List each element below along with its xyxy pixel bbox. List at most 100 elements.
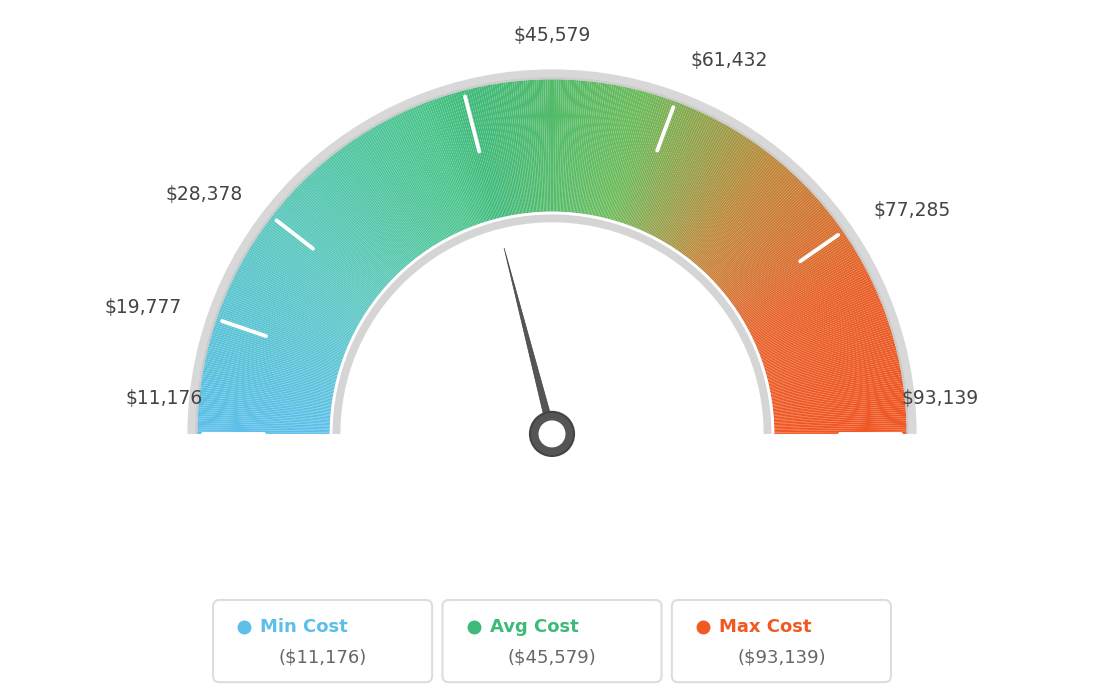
Wedge shape [772, 416, 907, 424]
Wedge shape [310, 172, 403, 273]
Wedge shape [403, 110, 460, 234]
Wedge shape [381, 121, 447, 241]
Wedge shape [198, 400, 332, 415]
Wedge shape [593, 85, 620, 217]
Wedge shape [751, 280, 874, 340]
Wedge shape [336, 150, 420, 259]
Wedge shape [206, 346, 339, 380]
Wedge shape [701, 172, 794, 273]
Wedge shape [202, 369, 336, 395]
Wedge shape [229, 284, 352, 342]
Wedge shape [534, 79, 542, 214]
Wedge shape [528, 79, 538, 214]
Wedge shape [323, 160, 412, 265]
Wedge shape [687, 153, 772, 261]
Wedge shape [330, 212, 774, 434]
Wedge shape [768, 363, 901, 391]
Wedge shape [721, 206, 826, 293]
Wedge shape [773, 427, 907, 431]
Wedge shape [696, 164, 786, 268]
Wedge shape [705, 179, 802, 277]
Wedge shape [710, 186, 808, 281]
Wedge shape [205, 352, 338, 384]
Wedge shape [197, 414, 332, 423]
Wedge shape [201, 374, 335, 398]
Text: $61,432: $61,432 [691, 51, 768, 70]
Wedge shape [719, 200, 821, 290]
Wedge shape [616, 94, 658, 224]
Wedge shape [644, 110, 701, 234]
Wedge shape [749, 273, 870, 335]
Wedge shape [347, 142, 426, 254]
Wedge shape [773, 429, 907, 433]
Wedge shape [752, 282, 874, 342]
Wedge shape [436, 97, 481, 226]
Wedge shape [765, 341, 896, 377]
Wedge shape [765, 344, 896, 379]
Wedge shape [757, 305, 884, 355]
Wedge shape [570, 79, 583, 215]
Wedge shape [561, 79, 567, 214]
Wedge shape [201, 372, 335, 397]
Wedge shape [760, 311, 887, 359]
Wedge shape [724, 213, 831, 297]
Wedge shape [391, 116, 453, 237]
Text: $77,285: $77,285 [873, 201, 951, 220]
Wedge shape [537, 79, 543, 214]
Text: $19,777: $19,777 [105, 298, 182, 317]
Wedge shape [760, 313, 888, 361]
Wedge shape [291, 190, 391, 284]
Wedge shape [408, 108, 465, 232]
Wedge shape [624, 98, 670, 226]
Wedge shape [640, 108, 698, 233]
Wedge shape [677, 141, 755, 253]
Wedge shape [741, 251, 858, 322]
Wedge shape [238, 264, 358, 330]
Wedge shape [464, 89, 499, 220]
Wedge shape [224, 295, 349, 349]
Wedge shape [369, 128, 439, 245]
Wedge shape [501, 81, 521, 216]
Wedge shape [335, 152, 418, 259]
Wedge shape [448, 93, 489, 223]
Text: Max Cost: Max Cost [719, 618, 811, 636]
Wedge shape [725, 214, 834, 299]
Wedge shape [484, 85, 511, 217]
Wedge shape [608, 90, 645, 221]
Text: $93,139: $93,139 [902, 389, 979, 408]
Wedge shape [769, 380, 904, 402]
Wedge shape [743, 255, 860, 324]
Wedge shape [702, 173, 796, 273]
Wedge shape [322, 161, 411, 266]
Wedge shape [762, 324, 891, 367]
Wedge shape [682, 148, 765, 257]
Wedge shape [625, 99, 672, 226]
Wedge shape [386, 118, 450, 239]
Wedge shape [225, 290, 350, 346]
Wedge shape [230, 282, 352, 342]
Wedge shape [651, 116, 713, 237]
Wedge shape [506, 81, 524, 215]
Wedge shape [668, 131, 741, 247]
Wedge shape [772, 414, 907, 423]
Wedge shape [247, 249, 363, 320]
Wedge shape [211, 331, 341, 371]
Wedge shape [601, 87, 631, 219]
Wedge shape [604, 88, 638, 220]
Wedge shape [461, 90, 497, 221]
Wedge shape [773, 418, 907, 426]
Wedge shape [691, 159, 778, 264]
Wedge shape [707, 181, 804, 278]
Wedge shape [199, 394, 333, 411]
Wedge shape [450, 92, 490, 223]
Wedge shape [232, 277, 354, 337]
Wedge shape [771, 385, 904, 405]
Wedge shape [481, 85, 509, 218]
Wedge shape [596, 86, 625, 218]
Wedge shape [208, 344, 339, 379]
Wedge shape [315, 167, 406, 269]
Wedge shape [773, 432, 907, 434]
Wedge shape [508, 81, 526, 215]
Wedge shape [327, 157, 414, 263]
Wedge shape [764, 339, 895, 377]
